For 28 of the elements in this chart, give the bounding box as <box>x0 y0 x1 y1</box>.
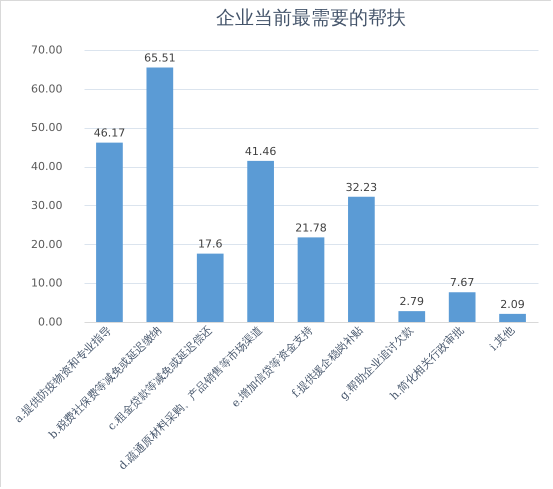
y-tick-label: 70.00 <box>31 44 62 56</box>
bar <box>348 196 375 322</box>
y-tick-label: 40.00 <box>31 160 62 174</box>
data-label: 46.17 <box>94 126 126 140</box>
data-label: 21.78 <box>295 221 327 234</box>
bar <box>398 311 426 322</box>
data-label: 2.09 <box>500 298 525 311</box>
bar <box>499 314 526 322</box>
y-tick-label: 0.00 <box>38 316 62 328</box>
y-tick-label: 10.00 <box>31 276 62 290</box>
data-label: 65.51 <box>144 51 176 64</box>
x-tick-label: i.其他 <box>487 324 517 354</box>
y-tick-label: 60.00 <box>31 82 62 96</box>
bar <box>196 254 224 322</box>
y-tick-label: 50.00 <box>31 121 62 134</box>
data-label: 32.23 <box>346 180 378 194</box>
bar <box>298 237 324 322</box>
bar <box>96 142 123 322</box>
data-label: 17.6 <box>198 238 222 251</box>
bar <box>146 67 174 322</box>
bar <box>247 160 274 322</box>
y-tick-label: 30.00 <box>31 198 62 212</box>
data-label: 41.46 <box>244 144 276 158</box>
data-label: 2.79 <box>400 295 424 308</box>
data-label: 7.67 <box>450 276 474 290</box>
y-tick-label: 20.00 <box>31 238 62 251</box>
bar <box>448 292 476 322</box>
chart-title: 企业当前最需要的帮扶 <box>216 7 406 29</box>
